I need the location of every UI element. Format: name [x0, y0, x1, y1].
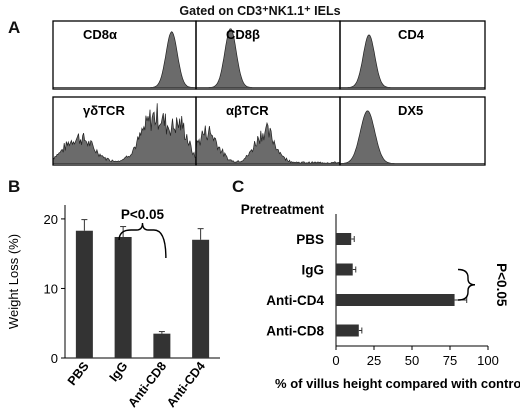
histogram-tcr	[52, 103, 197, 164]
panel-b-y-tick-label: 0	[51, 351, 58, 366]
histogram-frame-dx5	[339, 96, 486, 166]
panel-b-x-tick-label: Anti-CD8	[125, 359, 169, 410]
histogram-cd8	[53, 31, 196, 88]
panel-c-category-label: IgG	[302, 263, 325, 278]
panel-b-bar-igg	[114, 236, 132, 358]
panel-b-x-tick-label: PBS	[65, 359, 92, 388]
panel-b-significance-brace	[118, 222, 167, 259]
panel-c-category-label: PBS	[296, 232, 324, 247]
histogram-label-tcr: αβTCR	[226, 103, 269, 118]
histogram-dx5	[339, 110, 485, 164]
panel-b-y-axis-label: Weight Loss (%)	[6, 234, 21, 329]
panel-b-bar-anti-cd4	[192, 239, 210, 358]
panel-b-y-tick-label: 20	[44, 212, 58, 227]
histogram-label-cd8: CD8α	[83, 27, 117, 42]
panel-c-x-tick-label: 50	[405, 353, 419, 368]
panel-b-x-tick-label: IgG	[107, 359, 131, 384]
histogram-label-dx5: DX5	[398, 103, 423, 118]
panel-c-category-label: Anti-CD8	[266, 324, 324, 339]
figure-header: Gated on CD3⁺NK1.1⁺ IELs	[179, 4, 341, 18]
panel-b-p-value: P<0.05	[121, 207, 165, 222]
panel-c-x-tick-label: 75	[443, 353, 457, 368]
panel-c-x-tick-label: 0	[332, 353, 339, 368]
panel-b-bar-pbs	[75, 230, 93, 358]
panel-b-x-tick-label: Anti-CD4	[164, 359, 208, 410]
panel-a-label: A	[8, 18, 21, 37]
histogram-label-tcr: γδTCR	[83, 103, 125, 118]
panel-c-header-label: Pretreatment	[241, 202, 325, 217]
panel-b-y-tick-label: 10	[44, 281, 58, 296]
panel-c-x-tick-label: 100	[477, 353, 499, 368]
panel-c-x-tick-label: 25	[367, 353, 381, 368]
histogram-label-cd8: CD8β	[226, 27, 260, 42]
histogram-label-cd4: CD4	[398, 27, 425, 42]
panel-c-x-axis-label: % of villus height compared with control	[275, 376, 520, 391]
histogram-tcr	[195, 121, 341, 164]
panel-c-significance-brace	[457, 268, 476, 301]
histogram-cd4	[340, 34, 485, 88]
panel-c-bar-anti-cd8	[336, 324, 359, 337]
histogram-cd8	[196, 28, 340, 88]
panel-b-bar-anti-cd8	[153, 333, 171, 358]
panel-c-bar-pbs	[336, 233, 352, 245]
histogram-frame-cd4	[339, 20, 486, 90]
panel-c-bar-anti-cd4	[336, 294, 455, 306]
histogram-frame-cd8	[195, 20, 341, 90]
panel-c-label: C	[232, 177, 245, 196]
panel-c-category-label: Anti-CD4	[266, 293, 324, 308]
panel-c-bar-igg	[336, 263, 353, 276]
panel-c-p-value: P<0.05	[494, 263, 509, 307]
panel-b-label: B	[8, 177, 21, 196]
